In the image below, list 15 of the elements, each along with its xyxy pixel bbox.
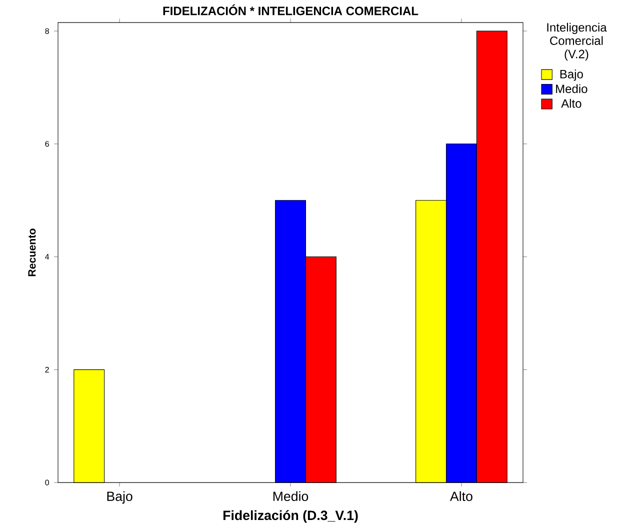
legend-title: Inteligencia Comercial (V.2) [547, 22, 607, 61]
y-tick-label: 6 [45, 141, 49, 147]
y-tick-label: 2 [45, 366, 49, 372]
x-tick-label: Alto [450, 491, 472, 501]
y-axis-title: Recuento [28, 228, 36, 276]
chart-title: FIDELIZACIÓN * INTELIGENCIA COMERCIAL [163, 4, 418, 16]
legend-label: Alto [561, 98, 582, 108]
x-tick-label: Bajo [107, 491, 132, 504]
y-tick-label: 0 [45, 480, 49, 486]
legend-label: Medio [556, 84, 588, 93]
y-tick-label: 4 [45, 254, 50, 260]
x-axis-title: Fidelización (D.3_V.1) [223, 510, 358, 523]
y-tick-label: 8 [45, 28, 49, 34]
legend-label: Bajo [560, 69, 583, 81]
x-tick-label: Medio [273, 491, 308, 501]
